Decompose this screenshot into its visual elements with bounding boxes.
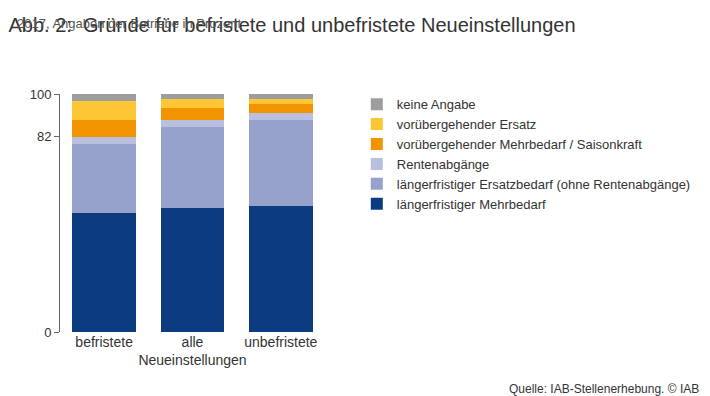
svg-text:keine Angabe: keine Angabe bbox=[397, 97, 476, 112]
svg-text:82: 82 bbox=[37, 129, 51, 144]
svg-text:Abb. 2: Gründe für befristete: Abb. 2: Gründe für befristete und unbefr… bbox=[9, 14, 576, 36]
svg-text:100: 100 bbox=[30, 87, 52, 102]
svg-text:0: 0 bbox=[44, 325, 51, 340]
svg-text:Quelle: IAB-Stellenerhebung. ©: Quelle: IAB-Stellenerhebung. © IAB bbox=[509, 382, 699, 396]
svg-text:Rentenabgänge: Rentenabgänge bbox=[397, 157, 490, 172]
svg-text:längerfristiger Mehrbedarf: längerfristiger Mehrbedarf bbox=[397, 197, 546, 212]
svg-text:vorübergehender Ersatz: vorübergehender Ersatz bbox=[397, 117, 536, 132]
svg-text:unbefristete: unbefristete bbox=[244, 334, 317, 350]
svg-text:alle: alle bbox=[182, 334, 204, 350]
svg-text:befristete: befristete bbox=[75, 334, 133, 350]
svg-text:längerfristiger Ersatzbedarf (: längerfristiger Ersatzbedarf (ohne Rente… bbox=[397, 177, 690, 192]
svg-text:2017, Angaben der Betriebe in: 2017, Angaben der Betriebe in Prozent bbox=[17, 16, 241, 31]
svg-text:vorübergehender Mehrbedarf / S: vorübergehender Mehrbedarf / Saisonkraft bbox=[397, 137, 642, 152]
svg-text:Neueinstellungen: Neueinstellungen bbox=[138, 352, 246, 368]
